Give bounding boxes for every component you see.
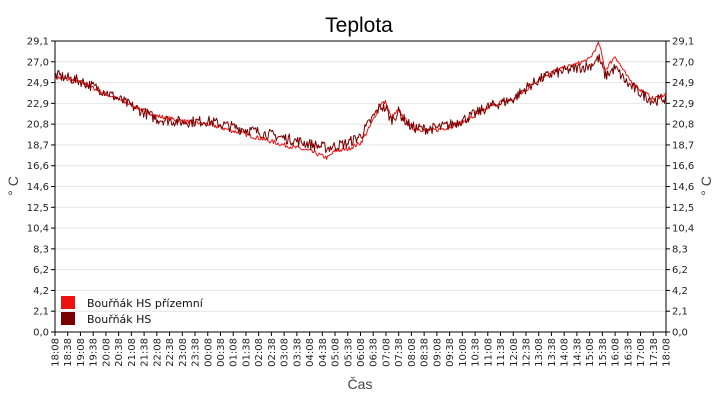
x-tick-label: 09:38 (445, 338, 456, 367)
x-axis-label: Čas (348, 376, 373, 392)
x-tick-label: 05:08 (331, 338, 342, 367)
x-tick-label: 03:08 (280, 338, 291, 367)
x-tick-label: 06:08 (356, 338, 367, 367)
y-tick-label: 20,8 (672, 120, 694, 131)
y-tick-label: 10,4 (672, 224, 694, 235)
x-tick-label: 16:38 (623, 338, 634, 367)
y-tick-label: 14,6 (27, 182, 49, 193)
y-tick-label: 4,2 (33, 286, 49, 297)
y-axis-label-left: ° C (5, 176, 21, 196)
x-tick-label: 02:08 (254, 338, 265, 367)
x-tick-label: 18:38 (63, 338, 74, 367)
x-tick-label: 07:08 (381, 338, 392, 367)
x-tick-label: 22:38 (165, 338, 176, 367)
x-tick-label: 04:08 (305, 338, 316, 367)
y-tick-label: 16,6 (27, 161, 49, 172)
x-tick-label: 00:38 (216, 338, 227, 367)
y-axis-left: 0,0 2,1 4,2 6,2 8,3 10,4 12,5 14,6 16,6 18,7 20,8 2… (27, 37, 55, 339)
x-tick-label: 14:38 (572, 338, 583, 367)
x-tick-label: 12:38 (521, 338, 532, 367)
y-tick-label: 0,0 (33, 328, 49, 339)
y-tick-label: 27,0 (672, 57, 694, 68)
x-tick-label: 21:38 (140, 338, 151, 367)
x-tick-label: 20:08 (101, 338, 112, 367)
y-tick-label: 6,2 (672, 265, 688, 276)
x-tick-label: 01:08 (229, 338, 240, 367)
y-tick-label: 14,6 (672, 182, 694, 193)
y-tick-label: 2,1 (672, 307, 688, 318)
x-tick-label: 12:08 (509, 338, 520, 367)
y-tick-label: 18,7 (672, 140, 694, 151)
y-tick-label: 27,0 (27, 57, 49, 68)
y-tick-label: 24,9 (672, 78, 694, 89)
x-tick-label: 00:08 (203, 338, 214, 367)
y-tick-label: 10,4 (27, 224, 49, 235)
grid-lines (55, 61, 666, 312)
y-axis-right: 0,0 2,1 4,2 6,2 8,3 10,4 12,5 14,6 16,6 18,7 20,8 2… (666, 37, 694, 339)
y-tick-label: 24,9 (27, 78, 49, 89)
legend-swatch (61, 312, 75, 325)
legend: Bouřňák HS přízemní Bouřňák HS (61, 296, 204, 326)
y-tick-label: 8,3 (33, 244, 49, 255)
series-line (54, 53, 666, 154)
x-tick-label: 21:08 (127, 338, 138, 367)
x-tick-label: 09:08 (432, 338, 443, 367)
y-tick-label: 0,0 (672, 328, 688, 339)
x-tick-label: 15:08 (585, 338, 596, 367)
y-tick-label: 8,3 (672, 244, 688, 255)
legend-swatch (61, 296, 75, 309)
x-tick-label: 17:08 (636, 338, 647, 367)
x-tick-label: 19:08 (76, 338, 87, 367)
x-tick-label: 02:38 (267, 338, 278, 367)
x-tick-label: 01:38 (241, 338, 252, 367)
x-tick-label: 05:38 (343, 338, 354, 367)
x-tick-label: 10:38 (471, 338, 482, 367)
x-tick-label: 07:38 (394, 338, 405, 367)
y-tick-label: 2,1 (33, 307, 49, 318)
y-axis-label-right: ° C (698, 176, 714, 196)
y-tick-label: 22,9 (672, 99, 694, 110)
x-tick-label: 17:38 (649, 338, 660, 367)
x-tick-label: 19:38 (89, 338, 100, 367)
y-tick-label: 20,8 (27, 120, 49, 131)
x-axis: 18:08 18:38 19:08 19:38 20:08 20:38 21:08 21:38… (51, 332, 673, 367)
y-tick-label: 29,1 (672, 37, 694, 48)
y-tick-label: 4,2 (672, 286, 688, 297)
x-tick-label: 16:08 (611, 338, 622, 367)
x-tick-label: 03:38 (292, 338, 303, 367)
x-tick-label: 23:08 (178, 338, 189, 367)
y-tick-label: 16,6 (672, 161, 694, 172)
chart-title: Teplota (325, 14, 393, 37)
x-tick-label: 22:08 (152, 338, 163, 367)
y-tick-label: 29,1 (27, 37, 49, 48)
y-tick-label: 12,5 (27, 203, 49, 214)
x-tick-label: 18:08 (662, 338, 673, 367)
y-tick-label: 18,7 (27, 140, 49, 151)
x-tick-label: 10:08 (458, 338, 469, 367)
x-tick-label: 06:38 (369, 338, 380, 367)
legend-label: Bouřňák HS přízemní (87, 297, 204, 310)
x-tick-label: 11:08 (483, 338, 494, 367)
series-layer (54, 41, 666, 160)
x-tick-label: 08:38 (420, 338, 431, 367)
x-tick-label: 15:38 (598, 338, 609, 367)
x-tick-label: 23:38 (191, 338, 202, 367)
x-tick-label: 14:08 (560, 338, 571, 367)
x-tick-label: 08:08 (407, 338, 418, 367)
legend-label: Bouřňák HS (87, 313, 151, 326)
x-tick-label: 20:38 (114, 338, 125, 367)
y-tick-label: 22,9 (27, 99, 49, 110)
y-tick-label: 6,2 (33, 265, 49, 276)
x-tick-label: 13:08 (534, 338, 545, 367)
x-tick-label: 04:38 (318, 338, 329, 367)
x-tick-label: 11:38 (496, 338, 507, 367)
series-line (54, 41, 666, 160)
x-tick-label: 13:38 (547, 338, 558, 367)
y-tick-label: 12,5 (672, 203, 694, 214)
x-tick-label: 18:08 (51, 338, 62, 367)
